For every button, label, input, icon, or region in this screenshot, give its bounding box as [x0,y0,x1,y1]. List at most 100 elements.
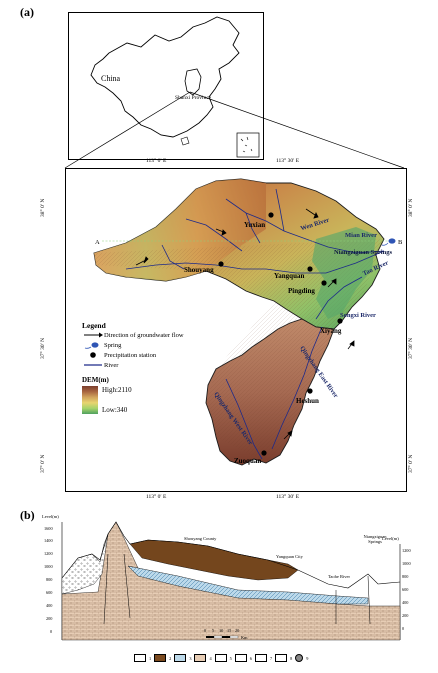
legend-row-river: River [82,360,212,370]
layer-limestone [61,521,401,641]
dem-map-svg [93,178,396,466]
key-swatch-8 [275,654,288,662]
tao-river [125,250,385,274]
key-swatch-7 [254,654,267,662]
left-tick-5: 600 [46,590,53,595]
left-tick-3: 1000 [44,564,53,569]
right-tick-0: 1200 [402,548,411,553]
station-yangquan [307,266,313,272]
scale-tick-0: 0 [204,628,207,633]
coord-left-1: 37° 30′ N [40,337,46,359]
right-tick-3: 600 [402,587,409,592]
section-key: 1 2 3 4 5 6 7 8 9 [134,652,344,664]
label-songxi-river: Songxi River [340,312,376,319]
scale-tick-2: 10 [219,628,224,633]
coord-left-2: 37° 0′ N [40,454,46,473]
town-shouyang: Shouyang [184,266,214,274]
surface-profile [61,521,401,589]
left-tick-4: 800 [46,577,53,582]
qingzhang-west-river [225,378,263,460]
town-yuxian: Yuxian [244,221,266,229]
zoom-line-left [64,91,191,169]
china-outline [90,16,240,138]
islands-marks [240,136,253,153]
coord-top-1: 113° 30′ E [276,158,300,164]
label-taohe-river: Taohe River [328,574,351,579]
shanxi-province-label: Shanxi Province [175,95,212,101]
key-swatch-2 [154,654,167,662]
right-tick-2: 800 [402,574,409,579]
qingzhang-east-river [271,326,323,450]
dem-ramp-labels: High:2110 Low:340 [102,386,132,414]
shanxi-province-outline [184,68,202,96]
key-num-7: 7 [269,655,273,661]
key-swatch-5 [214,654,227,662]
wen-mian-river [225,198,385,254]
dem-low-label: Low:340 [102,406,128,414]
main-map-frame: 113° 0′ E 113° 30′ E 113° 0′ E 113° 30′ … [40,158,414,500]
scale-tick-4: 20 [235,628,240,633]
right-tick-4: 400 [402,600,409,605]
china-outline-svg [90,16,260,158]
coord-right-0: 38° 0′ N [408,198,414,217]
scale-tick-3: 15 [227,628,232,633]
cross-section-svg [61,521,401,641]
tributary-4 [161,244,185,270]
right-tick-6: 0 [402,626,405,631]
label-niangziguan-springs: Niangziguan Springs [334,249,392,256]
spring-icon [82,341,104,349]
key-num-3: 3 [189,655,192,661]
left-tick-6: 400 [46,603,53,608]
inset-china-map: China Shanxi Province [68,12,264,160]
label-shouyang-county: Shouyang County [184,536,217,541]
key-num-2: 2 [169,655,172,661]
coord-bottom-1: 113° 30′ E [276,494,300,500]
hainan-outline [180,136,190,146]
left-tick-8: 0 [50,629,53,634]
left-tick-1: 1400 [44,538,53,543]
dem-color-ramp [82,386,98,414]
precipitation-stations [218,212,343,456]
legend-spring-label: Spring [104,341,122,349]
station-xiyang [337,318,343,324]
key-swatch-3 [174,654,187,662]
china-label: China [101,74,121,83]
legend-row-flow: Direction of groundwater flow [82,330,212,340]
scale-bar [206,635,239,639]
station-heshun [307,388,313,394]
coord-bottom-0: 113° 0′ E [146,494,167,500]
left-axis-title: Level(m) [42,514,59,519]
key-num-6: 6 [249,655,252,661]
right-tick-5: 200 [402,613,409,618]
station-pingding [321,280,327,286]
panel-b-label: (b) [20,508,35,522]
legend: Legend Direction of groundwater flow Spr… [82,321,212,414]
panel-a-label: (a) [20,5,34,19]
key-num-8: 8 [290,655,293,661]
legend-title: Legend [82,321,106,330]
label-niangziguan-springs-section: Niangziguan Springs [363,534,387,544]
coord-left-0: 38° 0′ N [40,198,46,217]
tributary-2 [275,188,285,232]
station-yuxian [268,212,274,218]
songxi-river [315,276,363,320]
scale-tick-1: 5 [212,628,215,633]
legend-river-label: River [104,361,119,369]
label-yangquan-city: Yangquan City [276,554,303,559]
key-swatch-9 [295,654,304,662]
terrain-texture [94,239,384,463]
south-china-sea-inset [236,132,260,158]
dem-ramp-row: High:2110 Low:340 [82,386,212,414]
left-tick-0: 1600 [44,526,53,531]
legend-row-station: Precipitation station [82,350,212,360]
scale-unit: Km [241,635,248,640]
right-tick-1: 1000 [402,561,411,566]
town-xiyang: Xiyang [320,327,342,335]
flow-arrows [135,208,355,440]
faults [103,553,371,625]
station-zuoquan [261,450,267,456]
legend-dem-title: DEM(m) [82,376,109,384]
tributary-1 [245,212,261,244]
key-swatch-4 [194,654,207,662]
tributary-3 [185,218,243,252]
